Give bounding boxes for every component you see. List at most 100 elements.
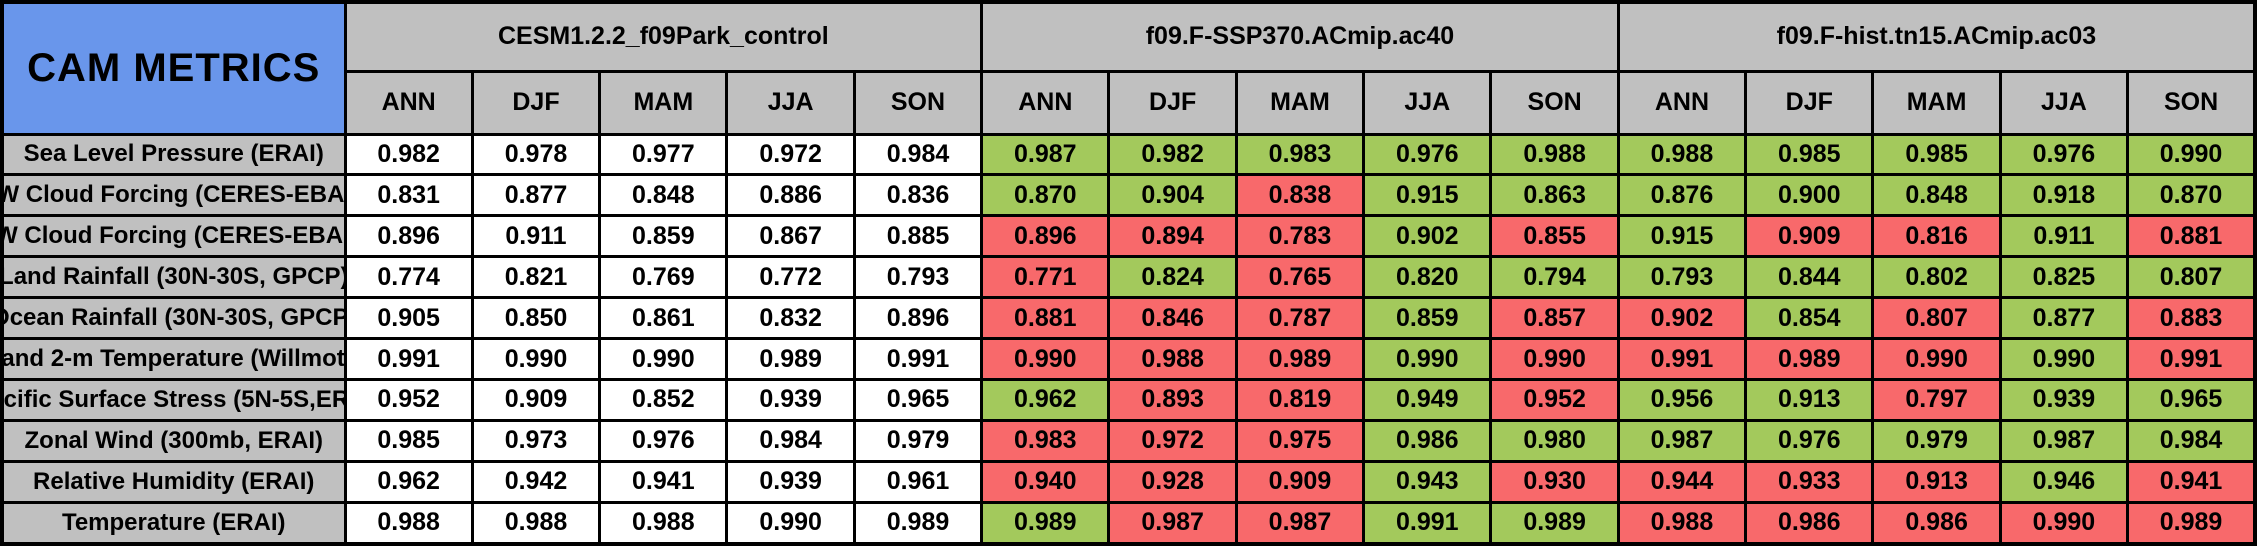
value-cell: 0.989 — [1489, 500, 1620, 546]
value-cell: 0.987 — [1616, 418, 1748, 463]
table-row: SW Cloud Forcing (CERES-EBAF)0.8310.8770… — [0, 173, 2257, 218]
season-col-header: JJA — [1362, 69, 1493, 136]
value-cell: 0.977 — [598, 132, 729, 177]
value-cell: 0.976 — [1998, 132, 2130, 177]
value-cell: 0.990 — [1871, 337, 2002, 382]
value-cell: 0.846 — [1107, 296, 1238, 341]
value-cell: 0.769 — [598, 255, 729, 300]
value-cell: 0.985 — [343, 418, 474, 463]
value-cell: 0.990 — [725, 500, 856, 546]
value-cell: 0.987 — [1998, 418, 2130, 463]
value-cell: 0.852 — [598, 378, 729, 422]
value-cell: 0.902 — [1362, 214, 1493, 259]
group-header-ssp370: f09.F-SSP370.ACmip.ac40 — [980, 0, 1620, 73]
value-cell: 0.844 — [1744, 255, 1875, 300]
value-cell: 0.987 — [1107, 500, 1238, 546]
value-cell: 0.944 — [1616, 459, 1748, 504]
value-cell: 0.985 — [1871, 132, 2002, 177]
season-col-header: DJF — [1107, 69, 1238, 136]
value-cell: 0.824 — [1107, 255, 1238, 300]
value-cell: 0.991 — [1616, 337, 1748, 382]
value-cell: 0.986 — [1362, 418, 1493, 463]
value-cell: 0.877 — [470, 173, 602, 218]
value-cell: 0.972 — [725, 132, 856, 177]
value-cell: 0.965 — [2126, 378, 2257, 422]
value-cell: 0.911 — [470, 214, 602, 259]
value-cell: 0.990 — [980, 337, 1111, 382]
season-col-header: MAM — [1871, 69, 2002, 136]
value-cell: 0.988 — [1616, 132, 1748, 177]
season-col-header: JJA — [1998, 69, 2130, 136]
value-cell: 0.848 — [1871, 173, 2002, 218]
value-cell: 0.990 — [1489, 337, 1620, 382]
group-header-hist: f09.F-hist.tn15.ACmip.ac03 — [1616, 0, 2257, 73]
season-col-header: ANN — [343, 69, 474, 136]
metric-row-label: Temperature (ERAI) — [0, 500, 347, 546]
value-cell: 0.976 — [1362, 132, 1493, 177]
value-cell: 0.939 — [725, 378, 856, 422]
value-cell: 0.832 — [725, 296, 856, 341]
value-cell: 0.941 — [598, 459, 729, 504]
value-cell: 0.772 — [725, 255, 856, 300]
table-row: Ocean Rainfall (30N-30S, GPCP) 0.905 0.850… — [0, 296, 2257, 341]
value-cell: 0.771 — [980, 255, 1111, 300]
value-cell: 0.990 — [598, 337, 729, 382]
metric-row-label: Sea Level Pressure (ERAI) — [0, 132, 347, 177]
season-col-header: JJA — [725, 69, 856, 136]
value-cell: 0.984 — [725, 418, 856, 463]
value-cell: 0.972 — [1107, 418, 1238, 463]
value-cell: 0.952 — [343, 378, 474, 422]
value-cell: 0.990 — [470, 337, 602, 382]
value-cell: 0.802 — [1871, 255, 2002, 300]
value-cell: 0.896 — [343, 214, 474, 259]
value-cell: 0.859 — [1362, 296, 1493, 341]
value-cell: 0.863 — [1489, 173, 1620, 218]
value-cell: 0.904 — [1107, 173, 1238, 218]
value-cell: 0.918 — [1998, 173, 2130, 218]
value-cell: 0.990 — [2126, 132, 2257, 177]
value-cell: 0.986 — [1871, 500, 2002, 546]
value-cell: 0.807 — [1871, 296, 2002, 341]
value-cell: 0.819 — [1234, 378, 1366, 422]
value-cell: 0.988 — [598, 500, 729, 546]
value-cell: 0.787 — [1234, 296, 1366, 341]
value-cell: 0.940 — [980, 459, 1111, 504]
value-cell: 0.896 — [980, 214, 1111, 259]
value-cell: 0.859 — [598, 214, 729, 259]
metric-row-label: Ocean Rainfall (30N-30S, GPCP) — [0, 296, 347, 341]
value-cell: 0.939 — [1998, 378, 2130, 422]
metric-row-label: Land 2-m Temperature (Willmott) — [0, 337, 347, 382]
season-col-header: SON — [1489, 69, 1620, 136]
value-cell: 0.881 — [2126, 214, 2257, 259]
value-cell: 0.949 — [1362, 378, 1493, 422]
value-cell: 0.794 — [1489, 255, 1620, 300]
value-cell: 0.896 — [852, 296, 984, 341]
value-cell: 0.909 — [470, 378, 602, 422]
value-cell: 0.861 — [598, 296, 729, 341]
value-cell: 0.979 — [1871, 418, 2002, 463]
value-cell: 0.933 — [1744, 459, 1875, 504]
value-cell: 0.876 — [1616, 173, 1748, 218]
value-cell: 0.988 — [1107, 337, 1238, 382]
value-cell: 0.797 — [1871, 378, 2002, 422]
value-cell: 0.857 — [1489, 296, 1620, 341]
value-cell: 0.821 — [470, 255, 602, 300]
table-row: Sea Level Pressure (ERAI) 0.982 0.978 0.977… — [0, 132, 2257, 177]
value-cell: 0.943 — [1362, 459, 1493, 504]
value-cell: 0.774 — [343, 255, 474, 300]
value-cell: 0.909 — [1234, 459, 1366, 504]
value-cell: 0.930 — [1489, 459, 1620, 504]
value-cell: 0.870 — [980, 173, 1111, 218]
value-cell: 0.991 — [2126, 337, 2257, 382]
value-cell: 0.962 — [343, 459, 474, 504]
table-row: Land 2-m Temperature (Willmott) 0.991 0.99… — [0, 337, 2257, 382]
metric-row-label: Land Rainfall (30N-30S, GPCP) — [0, 255, 347, 300]
value-cell: 0.913 — [1744, 378, 1875, 422]
value-cell: 0.909 — [1744, 214, 1875, 259]
value-cell: 0.978 — [470, 132, 602, 177]
value-cell: 0.867 — [725, 214, 856, 259]
value-cell: 0.838 — [1234, 173, 1366, 218]
value-cell: 0.980 — [1489, 418, 1620, 463]
value-cell: 0.984 — [2126, 418, 2257, 463]
